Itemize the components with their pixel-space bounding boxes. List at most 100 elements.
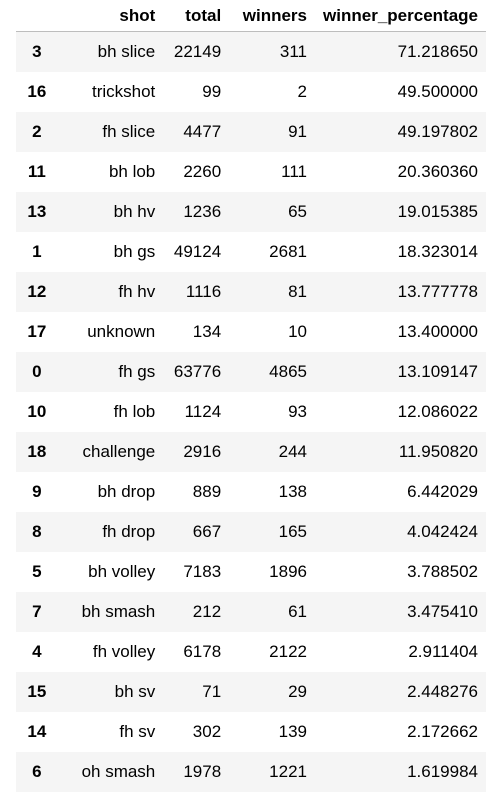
table-row: 14 fh sv 302 139 2.172662 (16, 712, 486, 752)
header-row: shot total winners winner_percentage (16, 0, 486, 32)
table-row: 16 trickshot 99 2 49.500000 (16, 72, 486, 112)
cell-shot: fh sv (119, 722, 156, 741)
table-row: 4 fh volley 6178 2122 2.911404 (16, 632, 486, 672)
cell-winners: 111 (281, 162, 307, 181)
column-header-index (16, 0, 58, 32)
cell-total: 1978 (183, 762, 222, 781)
cell-total: 134 (192, 322, 222, 341)
cell-winners: 29 (288, 682, 307, 701)
cell-winners: 165 (278, 522, 307, 541)
cell-winners: 1896 (269, 562, 307, 581)
cell-total: 49124 (173, 242, 222, 261)
row-index: 10 (27, 402, 47, 421)
cell-winner-percentage: 13.777778 (397, 282, 478, 301)
cell-winner-percentage: 2.448276 (407, 682, 478, 701)
row-index: 3 (32, 42, 42, 61)
cell-total: 2916 (183, 442, 222, 461)
table-row: 3 bh slice 22149 311 71.218650 (16, 31, 486, 72)
cell-winner-percentage: 3.475410 (407, 602, 478, 621)
cell-winners: 4865 (269, 362, 307, 381)
table-row: 0 fh gs 63776 4865 13.109147 (16, 352, 486, 392)
cell-winner-percentage: 20.360360 (397, 162, 478, 181)
cell-total: 667 (192, 522, 222, 541)
cell-winners: 10 (288, 322, 307, 341)
table-row: 15 bh sv 71 29 2.448276 (16, 672, 486, 712)
dataframe-table: shot total winners winner_percentage 3 bh… (16, 0, 486, 792)
row-index: 9 (32, 482, 42, 501)
cell-shot: unknown (87, 322, 156, 341)
cell-total: 212 (192, 602, 222, 621)
row-index: 12 (27, 282, 47, 301)
cell-shot: bh sv (114, 682, 156, 701)
cell-winner-percentage: 6.442029 (407, 482, 478, 501)
cell-winner-percentage: 19.015385 (397, 202, 478, 221)
cell-shot: bh hv (113, 202, 156, 221)
row-index: 2 (32, 122, 42, 141)
table-body: 3 bh slice 22149 311 71.218650 16 trickshot 99 2… (16, 31, 486, 792)
row-index: 18 (27, 442, 47, 461)
cell-winner-percentage: 18.323014 (397, 242, 478, 261)
row-index: 13 (27, 202, 47, 221)
table-row: 12 fh hv 1116 81 13.777778 (16, 272, 486, 312)
cell-total: 22149 (173, 42, 222, 61)
cell-winner-percentage: 71.218650 (397, 42, 478, 61)
cell-winner-percentage: 13.400000 (397, 322, 478, 341)
cell-shot: challenge (82, 442, 156, 461)
row-index: 0 (32, 362, 42, 381)
cell-winner-percentage: 12.086022 (397, 402, 478, 421)
table-row: 5 bh volley 7183 1896 3.788502 (16, 552, 486, 592)
cell-winners: 139 (278, 722, 307, 741)
cell-shot: fh gs (118, 362, 156, 381)
cell-shot: bh volley (88, 562, 156, 581)
cell-winner-percentage: 3.788502 (407, 562, 478, 581)
table-row: 13 bh hv 1236 65 19.015385 (16, 192, 486, 232)
cell-total: 4477 (183, 122, 222, 141)
cell-winners: 93 (288, 402, 307, 421)
cell-winners: 2 (297, 82, 307, 101)
table-row: 10 fh lob 1124 93 12.086022 (16, 392, 486, 432)
cell-shot: bh slice (97, 42, 156, 61)
cell-winners: 81 (288, 282, 307, 301)
cell-shot: bh gs (113, 242, 156, 261)
cell-winner-percentage: 13.109147 (397, 362, 478, 381)
row-index: 14 (27, 722, 47, 741)
cell-total: 889 (192, 482, 222, 501)
row-index: 16 (27, 82, 47, 101)
cell-shot: fh volley (92, 642, 156, 661)
cell-winner-percentage: 11.950820 (398, 442, 478, 461)
cell-total: 63776 (173, 362, 222, 381)
cell-total: 2260 (183, 162, 222, 181)
cell-shot: oh smash (81, 762, 156, 781)
cell-winners: 2681 (269, 242, 307, 261)
table-row: 17 unknown 134 10 13.400000 (16, 312, 486, 352)
cell-shot: bh lob (108, 162, 156, 181)
cell-winners: 138 (278, 482, 307, 501)
row-index: 1 (32, 242, 42, 261)
cell-shot: bh smash (81, 602, 156, 621)
column-header-total: total (163, 0, 230, 32)
cell-winner-percentage: 2.911404 (408, 642, 478, 661)
cell-total: 1116 (185, 282, 222, 301)
cell-shot: trickshot (91, 82, 156, 101)
cell-shot: fh drop (102, 522, 156, 541)
table-row: 1 bh gs 49124 2681 18.323014 (16, 232, 486, 272)
cell-winners: 91 (288, 122, 307, 141)
cell-winners: 65 (288, 202, 307, 221)
row-index: 5 (32, 562, 42, 581)
row-index: 4 (32, 642, 42, 661)
table-row: 9 bh drop 889 138 6.442029 (16, 472, 486, 512)
cell-total: 1124 (184, 402, 222, 421)
cell-winners: 244 (278, 442, 307, 461)
cell-winner-percentage: 1.619984 (407, 762, 478, 781)
row-index: 15 (27, 682, 47, 701)
column-header-shot: shot (57, 0, 164, 32)
table-row: 6 oh smash 1978 1221 1.619984 (16, 752, 486, 792)
table-row: 11 bh lob 2260 111 20.360360 (16, 152, 486, 192)
table-row: 8 fh drop 667 165 4.042424 (16, 512, 486, 552)
row-index: 7 (32, 602, 42, 621)
row-index: 6 (32, 762, 42, 781)
cell-shot: fh hv (118, 282, 156, 301)
row-index: 8 (32, 522, 42, 541)
cell-shot: fh lob (113, 402, 156, 421)
